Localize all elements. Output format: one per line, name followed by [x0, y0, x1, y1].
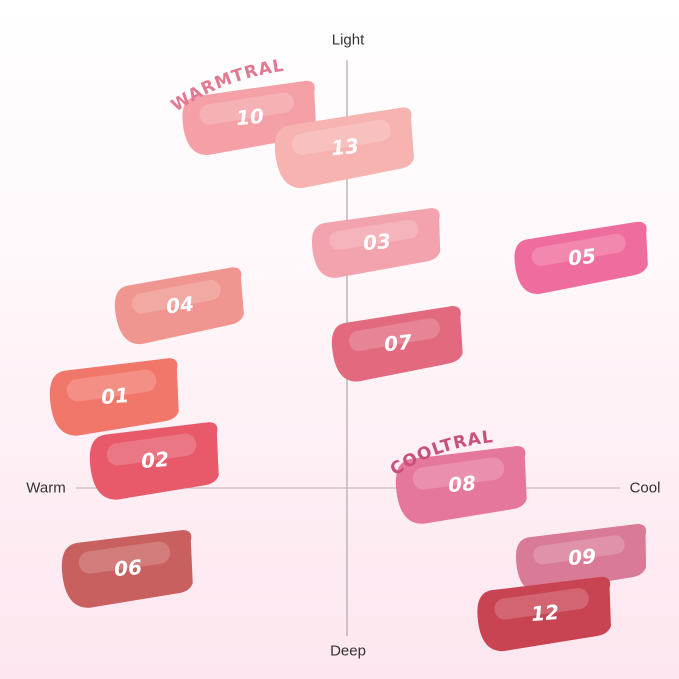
swatch-shape: [477, 576, 611, 652]
swatch-number: 12: [530, 600, 560, 626]
swatch-01: 01: [49, 358, 179, 436]
swatch-highlight: [131, 279, 221, 314]
swatch-shape: [61, 529, 193, 608]
swatch-number: 07: [383, 330, 413, 357]
swatch-number: 06: [113, 555, 143, 581]
swatch-highlight: [291, 119, 391, 156]
swatch-highlight: [329, 219, 419, 250]
swatch-highlight: [494, 588, 589, 620]
swatch-07: 07: [331, 305, 463, 382]
swatch-number: 08: [447, 471, 477, 497]
swatch-number: 13: [330, 134, 360, 161]
swatch-highlight: [531, 233, 626, 267]
swatch-06: 06: [61, 529, 193, 608]
swatch-shape: [516, 523, 647, 593]
swatch-03: 03: [311, 208, 441, 278]
swatch-number: 10: [235, 104, 265, 131]
swatch-number: 02: [140, 447, 170, 473]
swatch-shape: [514, 221, 648, 295]
swatch-shape: [274, 107, 414, 188]
swatch-highlight: [66, 369, 157, 402]
swatch-number: 01: [100, 383, 130, 409]
axis-label-cool: Cool: [629, 479, 661, 497]
swatch-highlight: [199, 92, 294, 125]
swatch-shape: [89, 422, 219, 500]
swatch-08: 08: [395, 445, 527, 524]
swatch-shape: [331, 305, 463, 382]
swatch-highlight: [106, 433, 197, 466]
axis-label-warm: Warm: [26, 479, 66, 497]
swatch-shape: [311, 208, 441, 278]
swatch-shape: [49, 358, 179, 436]
swatch-05: 05: [514, 221, 648, 295]
swatch-shape: [114, 267, 244, 344]
swatch-number: 09: [567, 544, 597, 570]
axis-label-light: Light: [331, 31, 365, 49]
swatch-12: 12: [477, 576, 611, 652]
axis-label-deep: Deep: [330, 642, 366, 660]
swatch-02: 02: [89, 422, 219, 500]
swatch-number: 03: [362, 229, 392, 256]
swatch-highlight: [412, 457, 505, 490]
swatch-number: 04: [165, 291, 195, 318]
swatch-highlight: [78, 541, 171, 574]
swatch-13: 13: [274, 107, 414, 188]
swatch-highlight: [533, 535, 625, 565]
swatch-shape: [395, 445, 527, 524]
swatch-number: 05: [567, 244, 597, 271]
swatch-09: 09: [516, 523, 647, 593]
swatch-highlight: [348, 318, 440, 352]
swatch-04: 04: [114, 267, 244, 344]
